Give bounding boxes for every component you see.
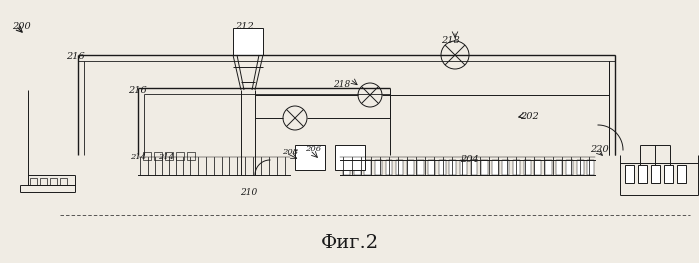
Bar <box>375 160 382 175</box>
Bar <box>428 160 435 175</box>
Bar <box>165 152 173 160</box>
Text: 210: 210 <box>240 188 257 197</box>
Bar <box>534 160 541 175</box>
Text: Фиг.2: Фиг.2 <box>321 234 379 252</box>
Text: 212: 212 <box>235 22 253 31</box>
Bar <box>50 178 57 185</box>
Bar <box>60 178 67 185</box>
Bar <box>638 165 647 183</box>
Text: 208: 208 <box>282 148 298 156</box>
Bar <box>460 160 467 175</box>
Text: 204: 204 <box>460 155 479 164</box>
Bar <box>233 28 263 55</box>
Bar <box>143 152 151 160</box>
Bar <box>364 160 371 175</box>
Bar <box>503 160 510 175</box>
Text: 220: 220 <box>590 145 609 154</box>
Bar <box>417 160 424 175</box>
Text: 218: 218 <box>440 36 459 45</box>
Bar <box>343 160 350 175</box>
Text: 214: 214 <box>130 153 146 161</box>
Bar <box>187 152 195 160</box>
Bar <box>354 160 361 175</box>
Text: 200: 200 <box>12 22 31 31</box>
Text: 216: 216 <box>66 52 85 61</box>
Bar <box>30 178 37 185</box>
Bar <box>545 160 552 175</box>
Bar <box>154 152 162 160</box>
Bar <box>566 160 573 175</box>
Bar <box>556 160 563 175</box>
Bar <box>295 145 325 170</box>
Text: 214: 214 <box>158 153 174 161</box>
Bar <box>677 165 686 183</box>
Bar <box>513 160 520 175</box>
Bar <box>407 160 414 175</box>
Bar <box>625 165 634 183</box>
Bar <box>470 160 477 175</box>
Bar <box>335 145 365 170</box>
Bar <box>481 160 488 175</box>
Text: 206: 206 <box>305 145 321 153</box>
Bar <box>577 160 584 175</box>
Bar <box>524 160 531 175</box>
Bar <box>439 160 445 175</box>
Text: 218: 218 <box>333 80 350 89</box>
Bar <box>396 160 403 175</box>
Text: 202: 202 <box>520 112 539 121</box>
Bar <box>651 165 660 183</box>
Bar <box>449 160 456 175</box>
Bar <box>664 165 673 183</box>
Bar <box>492 160 498 175</box>
Bar <box>176 152 184 160</box>
Bar <box>40 178 47 185</box>
Bar <box>386 160 392 175</box>
Text: 216: 216 <box>128 86 147 95</box>
Bar <box>587 160 594 175</box>
